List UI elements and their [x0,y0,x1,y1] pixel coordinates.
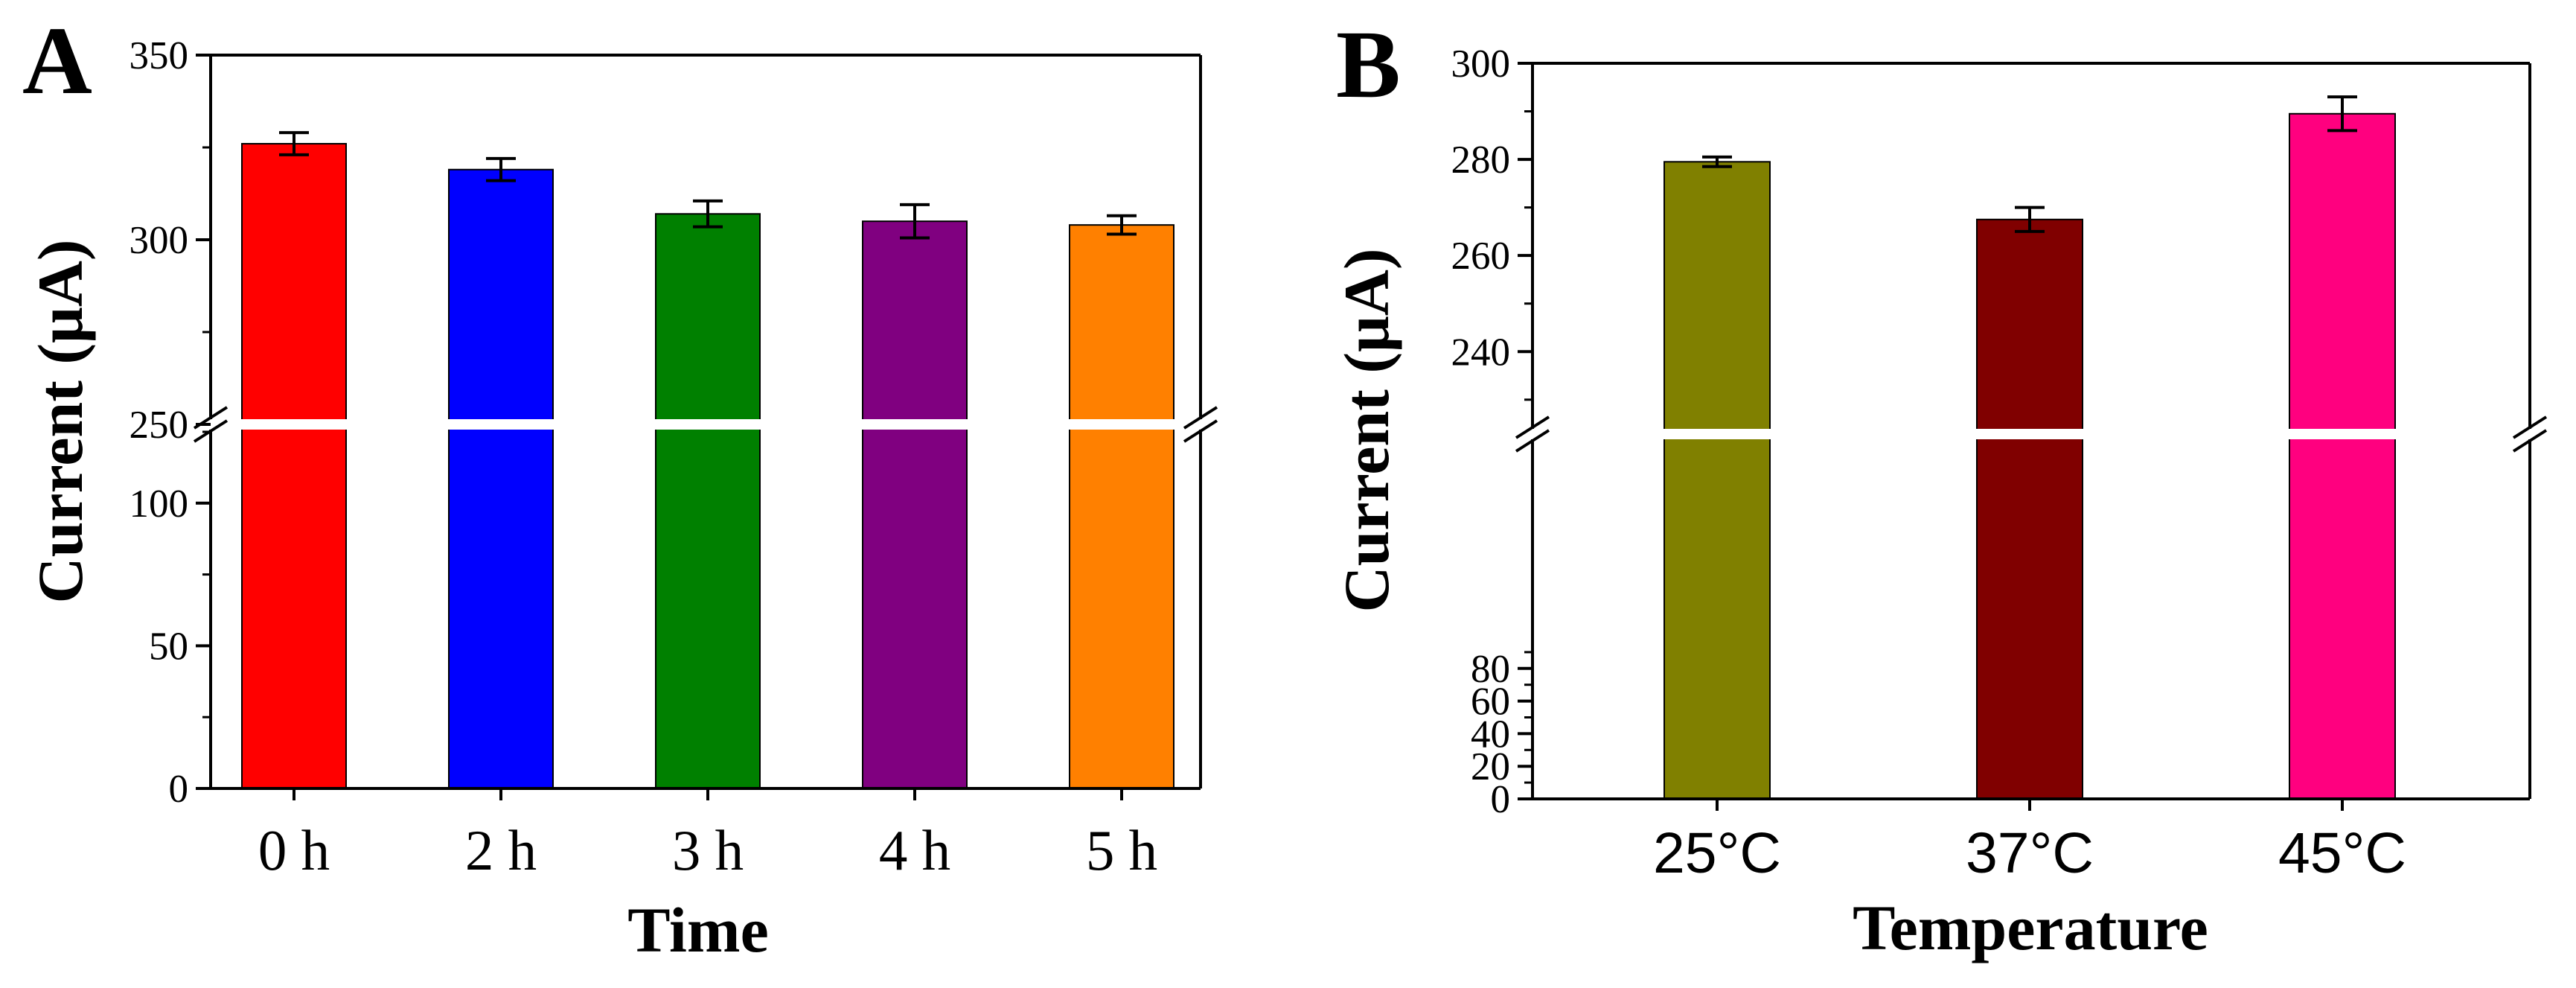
y-tick-label: 300 [1451,42,1511,86]
bar [2289,112,2396,800]
y-tick-label: 100 [130,482,189,526]
bar [448,168,554,789]
axis-break-mark [2512,415,2548,439]
x-axis-title: Time [627,894,769,966]
axis-break-mark [1515,429,1550,453]
axis-break-gap [1532,429,2531,439]
x-tick-label: 45°C [2278,821,2406,885]
bar [241,143,347,790]
y-tick-label: 300 [130,219,189,262]
y-tick-label: 60 [1471,681,1510,724]
y-tick-label: 280 [1451,138,1511,182]
axis-break-mark [1515,415,1550,439]
y-axis-title: Current (μA) [25,240,96,604]
x-tick-label: 3 h [672,818,744,882]
y-tick-label: 240 [1451,331,1511,374]
bar [1976,218,2083,800]
axis-break-mark [1183,406,1218,430]
y-tick-label: 80 [1471,648,1510,691]
axis-break-mark [1183,419,1218,443]
y-tick-label: 250 [130,404,189,447]
bar [1069,224,1174,790]
x-tick-label: 37°C [1966,821,2094,885]
y-tick-label: 0 [1491,778,1511,821]
x-tick-label: 4 h [879,818,950,882]
bar [655,213,761,789]
y-axis-title: Current (μA) [1331,249,1402,613]
y-tick-label: 20 [1471,745,1510,788]
panel-label: B [1336,11,1401,118]
y-tick-label: 50 [149,625,188,668]
panel-a-chart: 0 50 100 250 300 350 0 h 2 h 3 h 4 h 5 h Time Curren… [22,7,1218,966]
bar [1663,161,1771,800]
y-tick-label: 260 [1451,235,1511,278]
axis-break-mark [2512,429,2548,453]
axis-break-gap [210,419,1201,430]
y-tick-label: 40 [1471,713,1510,756]
x-axis-title: Temperature [1853,892,2208,963]
x-tick-label: 25°C [1653,821,1781,885]
x-tick-label: 2 h [465,818,537,882]
y-tick-label: 350 [130,34,189,77]
y-tick-label: 0 [169,768,189,811]
panel-label: A [22,7,92,115]
x-tick-label: 5 h [1086,818,1157,882]
bar [862,220,968,789]
x-tick-label: 0 h [258,818,330,882]
